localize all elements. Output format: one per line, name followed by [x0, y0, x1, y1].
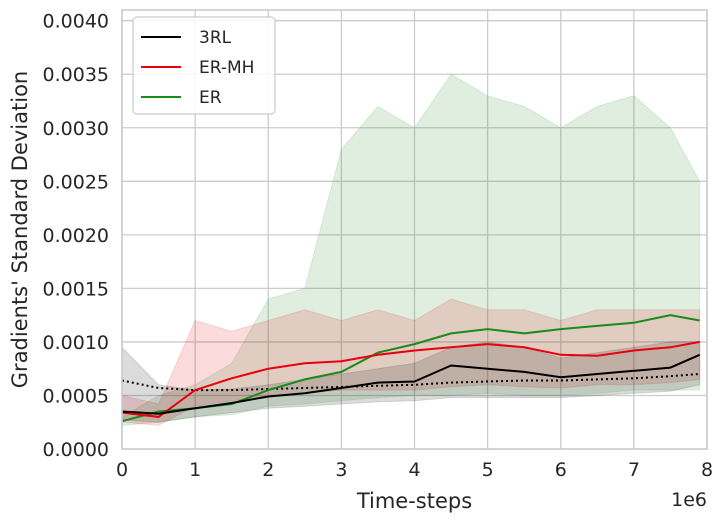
x-tick-label: 7 — [628, 459, 640, 481]
x-tick-label: 3 — [335, 459, 347, 481]
series-lines — [121, 314, 701, 423]
x-tick-label: 1 — [189, 459, 201, 481]
x-tick-label: 5 — [482, 459, 494, 481]
legend-box — [132, 16, 276, 115]
y-tick-label: 0.0025 — [43, 171, 109, 193]
x-tick-label: 6 — [555, 459, 567, 481]
legend-item-er[interactable]: ER — [141, 88, 222, 108]
y-tick-label: 0.0005 — [43, 385, 109, 407]
line-3rl — [121, 353, 701, 415]
x-axis-label: Time-steps — [356, 489, 472, 513]
y-tick-label: 0.0040 — [43, 11, 109, 33]
y-tick-label: 0.0030 — [43, 118, 109, 140]
legend[interactable]: 3RL ER-MH ER — [132, 16, 276, 115]
y-axis-label: Gradients' Standard Deviation — [8, 71, 32, 388]
y-tick-label: 0.0035 — [43, 64, 109, 86]
x-axis-offset-text: 1e6 — [671, 489, 707, 511]
axes-frame — [121, 9, 708, 450]
legend-label: 3RL — [199, 28, 232, 48]
legend-item-er-mh[interactable]: ER-MH — [141, 58, 254, 78]
x-tick-label: 2 — [262, 459, 274, 481]
y-tick-label: 0.0000 — [43, 439, 109, 461]
y-tick-labels: 0.0000 0.0005 0.0010 0.0015 0.0020 0.0025 0.00… — [43, 11, 109, 461]
legend-label: ER-MH — [199, 58, 254, 78]
x-tick-label: 0 — [116, 459, 128, 481]
legend-item-3rl[interactable]: 3RL — [141, 28, 232, 48]
line-er-mh — [121, 340, 700, 418]
y-tick-label: 0.0015 — [43, 278, 109, 300]
x-tick-labels: 0 1 2 3 4 5 6 7 8 — [116, 459, 713, 481]
legend-label: ER — [199, 88, 222, 108]
y-tick-label: 0.0020 — [43, 225, 109, 247]
x-tick-label: 4 — [408, 459, 420, 481]
band-er — [121, 73, 701, 426]
y-tick-label: 0.0010 — [43, 332, 109, 354]
x-tick-label: 8 — [701, 459, 713, 481]
plot-frame — [121, 9, 708, 450]
